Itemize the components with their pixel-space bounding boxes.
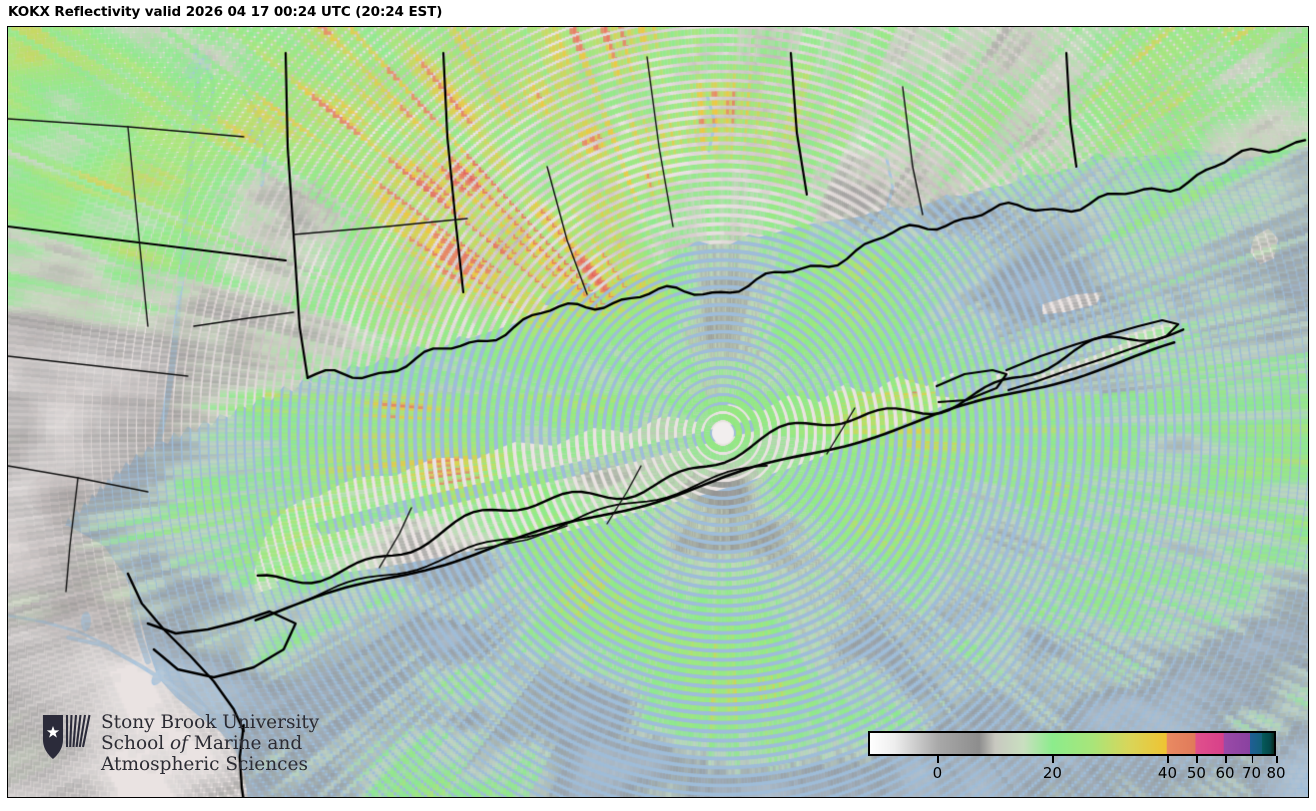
colorbar-tick-label: 70: [1241, 764, 1262, 782]
reflectivity-colorbar: 0 20 40 50 60 70 80: [868, 731, 1286, 793]
colorbar-tick: [1052, 756, 1054, 763]
colorbar-tick: [1196, 756, 1198, 763]
colorbar-tick-label: 50: [1186, 764, 1206, 782]
colorbar-tick: [1251, 756, 1254, 763]
colorbar-tick: [937, 756, 939, 763]
colorbar-gradient: [870, 733, 1274, 754]
colorbar-tick: [1225, 756, 1227, 763]
page-title: KOKX Reflectivity valid 2026 04 17 00:24…: [8, 4, 443, 20]
colorbar-tick-label: 20: [1042, 764, 1062, 782]
colorbar-tick: [1276, 756, 1278, 763]
radar-map-frame[interactable]: [7, 26, 1309, 798]
radar-map-canvas[interactable]: [8, 27, 1308, 797]
colorbar-tick-label: 60: [1215, 764, 1235, 782]
colorbar-tick-label: 80: [1266, 764, 1286, 782]
colorbar-bar: [868, 731, 1276, 756]
colorbar-tick-label: 40: [1157, 764, 1178, 782]
colorbar-tick: [1167, 756, 1169, 763]
colorbar-tick-label: 0: [932, 764, 943, 782]
